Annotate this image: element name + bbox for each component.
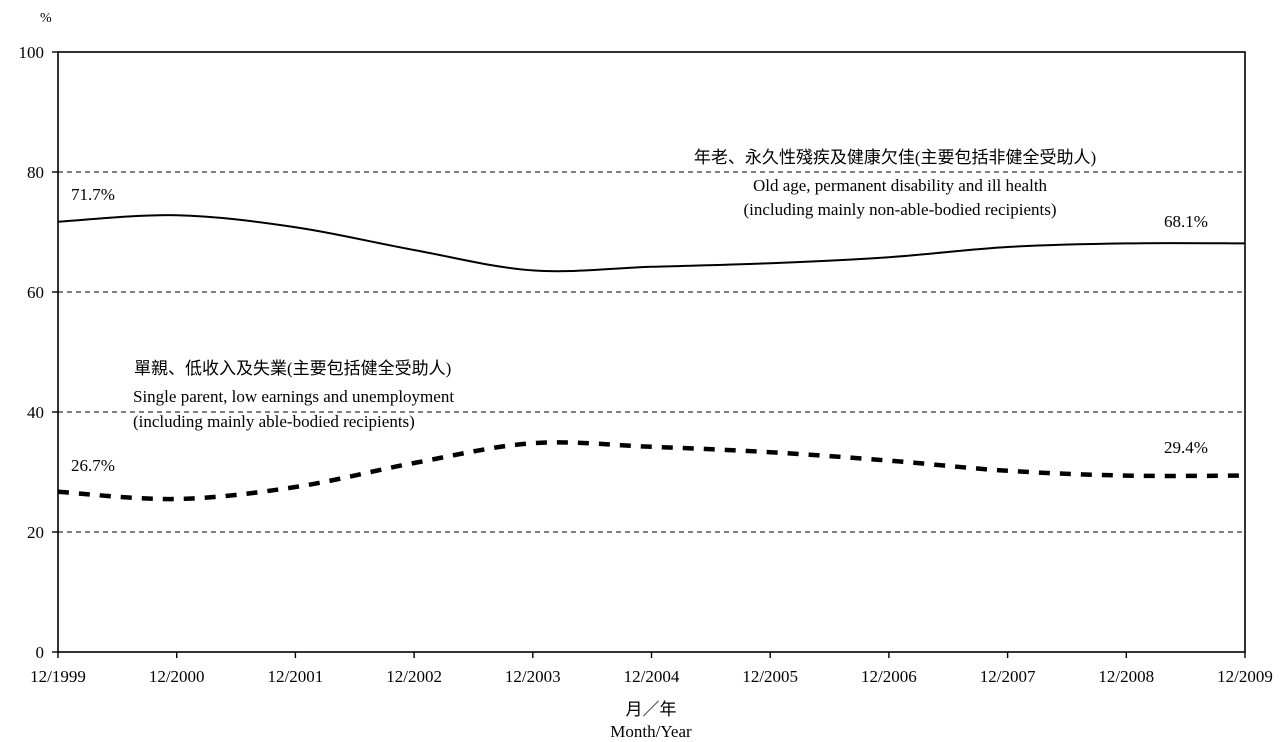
data-point-old_age	[412, 248, 417, 253]
series-single-parent-end-label: 29.4%	[1164, 438, 1208, 457]
series-old-age-start-label: 71.7%	[71, 185, 115, 204]
x-tick-label: 12/2007	[980, 667, 1036, 686]
data-point-single_parent	[886, 458, 891, 463]
x-axis-label-en: Month/Year	[610, 722, 692, 741]
series-old-age-end-label: 68.1%	[1164, 212, 1208, 231]
y-axis-ticks: 0 20 40 60 80 100	[19, 43, 58, 662]
data-point-single_parent	[1124, 473, 1129, 478]
series-lines	[57, 213, 1246, 502]
data-point-old_age	[649, 264, 654, 269]
data-point-single_parent	[530, 441, 535, 446]
data-point-old_age	[174, 213, 179, 218]
grid-lines	[58, 171, 1245, 533]
series-old-age-label-en-1: Old age, permanent disability and ill he…	[753, 176, 1048, 195]
x-tick-label: 12/2008	[1098, 667, 1154, 686]
series-old-age-label-en-2: (including mainly non-able-bodied recipi…	[744, 200, 1057, 219]
x-axis-ticks: 12/1999 12/2000 12/2001 12/2002 12/2003 12/20…	[30, 652, 1273, 686]
x-tick-label: 12/2001	[268, 667, 324, 686]
x-tick-label: 12/2000	[149, 667, 205, 686]
series-single-parent-start-label: 26.7%	[71, 456, 115, 475]
y-tick-label: 0	[36, 643, 45, 662]
y-tick-label: 80	[27, 163, 44, 182]
series-line-old_age	[57, 214, 1246, 273]
data-point-old_age	[1005, 245, 1010, 250]
y-tick-label: 20	[27, 523, 44, 542]
series-single-parent-label-zh: 單親、低收入及失業(主要包括健全受助人)	[134, 359, 451, 378]
data-point-single_parent	[174, 497, 179, 502]
x-axis-label-zh: 月／年	[626, 700, 677, 719]
data-point-old_age	[1124, 241, 1129, 246]
x-tick-label: 12/1999	[30, 667, 86, 686]
y-tick-label: 40	[27, 403, 44, 422]
x-tick-label: 12/2006	[861, 667, 917, 686]
data-point-single_parent	[1005, 468, 1010, 473]
plot-frame	[57, 51, 1246, 653]
series-line-single_parent	[57, 440, 1246, 502]
series-single-parent-label-en-1: Single parent, low earnings and unemploy…	[133, 387, 454, 406]
data-point-old_age	[530, 268, 535, 273]
x-tick-label: 12/2003	[505, 667, 561, 686]
x-tick-label: 12/2005	[742, 667, 798, 686]
data-point-single_parent	[412, 461, 417, 466]
data-point-old_age	[768, 261, 773, 266]
data-point-single_parent	[768, 450, 773, 455]
x-tick-label: 12/2002	[386, 667, 442, 686]
data-point-single_parent	[293, 485, 298, 490]
x-tick-label: 12/2009	[1217, 667, 1273, 686]
y-tick-label: 100	[19, 43, 45, 62]
x-tick-label: 12/2004	[624, 667, 680, 686]
y-axis-unit: %	[40, 11, 52, 26]
series-old-age-label-zh: 年老、永久性殘疾及健康欠佳(主要包括非健全受助人)	[694, 148, 1096, 167]
data-point-single_parent	[649, 444, 654, 449]
y-tick-label: 60	[27, 283, 44, 302]
data-point-old_age	[293, 225, 298, 230]
series-single-parent-label-en-2: (including mainly able-bodied recipients…	[133, 412, 415, 431]
data-point-old_age	[886, 255, 891, 260]
